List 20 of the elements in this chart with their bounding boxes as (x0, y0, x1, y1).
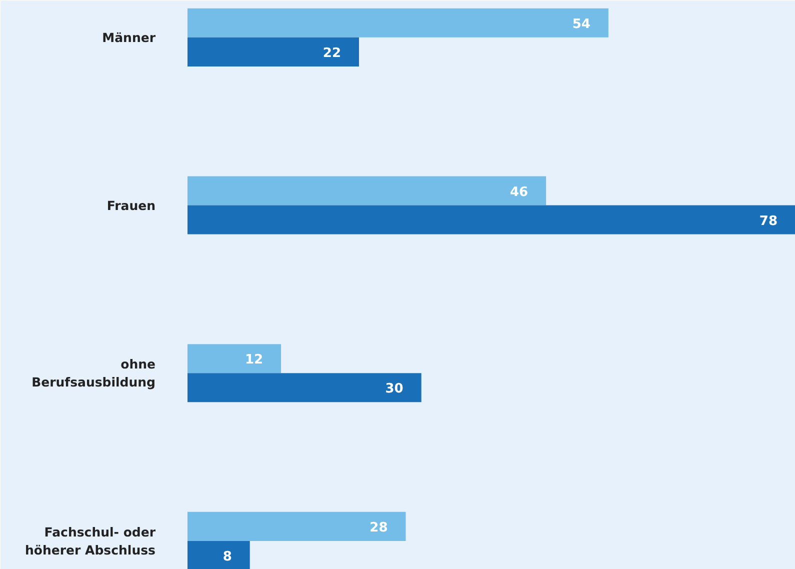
bar (188, 8, 608, 38)
bar (188, 373, 422, 402)
bar (188, 176, 546, 206)
data-label: 46 (510, 184, 528, 200)
data-label: 22 (322, 46, 341, 61)
data-label: 8 (222, 549, 232, 564)
bar (188, 344, 282, 374)
data-label: 12 (244, 352, 264, 368)
y-tick-label: Fachschul- oder höherer Abschluss (25, 524, 156, 558)
bar (188, 205, 795, 234)
y-tick-label: Männer (102, 30, 156, 45)
data-label: 30 (385, 382, 404, 397)
data-label: 28 (370, 520, 388, 536)
bar (188, 512, 406, 541)
bar (188, 540, 250, 569)
y-tick-label: ohne Berufsausbildung (32, 356, 156, 390)
data-label: 78 (759, 214, 778, 229)
data-label: 54 (572, 16, 590, 32)
bar (188, 37, 359, 66)
y-tick-label: Frauen (106, 198, 156, 213)
